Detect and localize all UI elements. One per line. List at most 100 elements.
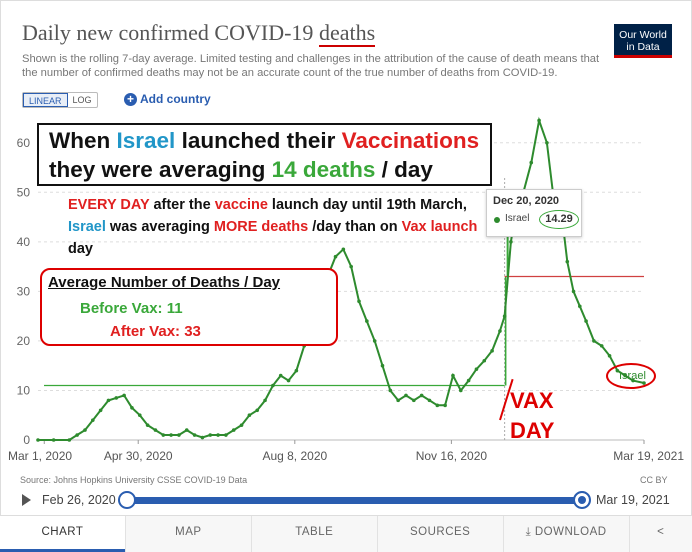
source-note[interactable]: Source: Johns Hopkins University CSSE CO… (20, 475, 248, 485)
timeline-slider[interactable] (127, 497, 583, 504)
data-point (208, 433, 213, 437)
share-icon: < (657, 526, 665, 538)
data-point (169, 433, 173, 437)
data-point (161, 433, 166, 437)
data-point (184, 428, 189, 432)
y-tick-label: 0 (23, 433, 30, 447)
annotation-vaccination-start: When Israel launched their Vaccinations … (37, 123, 492, 186)
data-point (255, 408, 260, 413)
add-country-button[interactable]: + Add country (124, 92, 211, 106)
data-point (380, 363, 385, 368)
data-point (365, 319, 369, 323)
data-point (498, 329, 502, 333)
hover-tooltip: Dec 20, 2020 Israel 14.29 (486, 189, 582, 237)
data-point (341, 247, 346, 252)
data-point (271, 383, 275, 388)
annotation-every-day: EVERY DAY after the vaccine launch day u… (68, 197, 478, 257)
vax-day-label: VAX DAY (510, 388, 555, 443)
chart-title: Daily new confirmed COVID-19 deaths (22, 20, 376, 47)
data-point (333, 254, 338, 259)
data-point (36, 438, 40, 442)
data-point (137, 413, 142, 418)
tab-download[interactable]: ⤓ DOWNLOAD (502, 516, 629, 552)
timeline-start-date: Feb 26, 2020 (42, 493, 116, 507)
data-point (177, 433, 181, 437)
data-point (239, 423, 244, 427)
data-point (592, 339, 596, 343)
vax-arrow (499, 378, 514, 421)
data-point (571, 289, 576, 294)
play-icon[interactable] (22, 494, 31, 506)
data-point (443, 403, 447, 408)
bottom-tabs: CHART MAP TABLE SOURCES ⤓ DOWNLOAD < (0, 515, 692, 552)
data-point (286, 378, 291, 383)
data-point (216, 433, 220, 437)
linear-button[interactable]: LINEAR (23, 93, 68, 107)
data-point (490, 349, 494, 353)
tab-share[interactable]: < (628, 516, 692, 552)
log-button[interactable]: LOG (72, 95, 92, 105)
title-highlight: deaths (318, 20, 376, 47)
tab-table[interactable]: TABLE (250, 516, 377, 552)
plus-icon: + (124, 93, 137, 106)
tooltip-value: 14.29 (539, 210, 579, 229)
timeline-end-date: Mar 19, 2021 (596, 493, 670, 507)
data-point (599, 344, 604, 348)
x-tick-label: Mar 1, 2020 (8, 449, 72, 463)
timeline-end-handle[interactable] (573, 491, 591, 509)
x-tick-label: Nov 16, 2020 (416, 449, 488, 463)
data-point (192, 433, 197, 437)
series-dot-icon (494, 217, 500, 223)
download-icon: ⤓ (525, 526, 535, 538)
data-point (294, 368, 299, 373)
license-label[interactable]: CC BY (640, 475, 668, 485)
y-tick-label: 10 (17, 383, 31, 397)
tab-sources[interactable]: SOURCES (376, 516, 503, 552)
tab-map[interactable]: MAP (124, 516, 251, 552)
data-point (545, 140, 549, 145)
x-tick-label: Aug 8, 2020 (262, 449, 327, 463)
timeline-start-handle[interactable] (118, 491, 136, 509)
data-point (607, 353, 612, 358)
y-tick-label: 40 (17, 235, 31, 249)
data-point (247, 413, 252, 418)
annotation-average-box: Average Number of Deaths / Day Before Va… (40, 268, 338, 346)
data-point (537, 118, 541, 123)
data-point (278, 373, 283, 378)
data-point (502, 314, 507, 318)
data-point (231, 428, 236, 432)
data-point (474, 367, 479, 371)
data-point (357, 299, 361, 304)
data-point (349, 264, 353, 269)
data-point (584, 319, 588, 323)
data-point (263, 398, 267, 403)
data-point (75, 433, 79, 437)
data-point (372, 339, 377, 343)
data-point (396, 398, 400, 403)
tab-chart[interactable]: CHART (0, 516, 125, 552)
data-point (224, 433, 228, 437)
owid-logo[interactable]: Our World in Data (614, 24, 672, 58)
scale-toggle[interactable]: LINEAR LOG (22, 92, 98, 108)
average-after: After Vax: 33 (110, 323, 201, 340)
chart-subtitle: Shown is the rolling 7-day average. Limi… (22, 53, 600, 79)
data-point (98, 408, 103, 413)
average-before: Before Vax: 11 (80, 300, 183, 317)
data-point (427, 398, 432, 403)
data-point (412, 398, 416, 403)
data-point (529, 160, 534, 165)
data-point (388, 388, 393, 393)
data-point (200, 435, 205, 440)
data-point (435, 403, 440, 408)
y-tick-label: 60 (17, 136, 31, 150)
y-tick-label: 50 (17, 185, 31, 199)
tooltip-series-name: Israel (505, 213, 530, 224)
data-point (466, 378, 471, 383)
data-point (509, 240, 513, 244)
data-point (114, 396, 119, 400)
series-end-label[interactable]: Israel (606, 363, 656, 389)
x-tick-label: Apr 30, 2020 (104, 449, 173, 463)
data-point (482, 358, 487, 363)
data-point (451, 373, 455, 378)
average-heading: Average Number of Deaths / Day (48, 274, 281, 291)
